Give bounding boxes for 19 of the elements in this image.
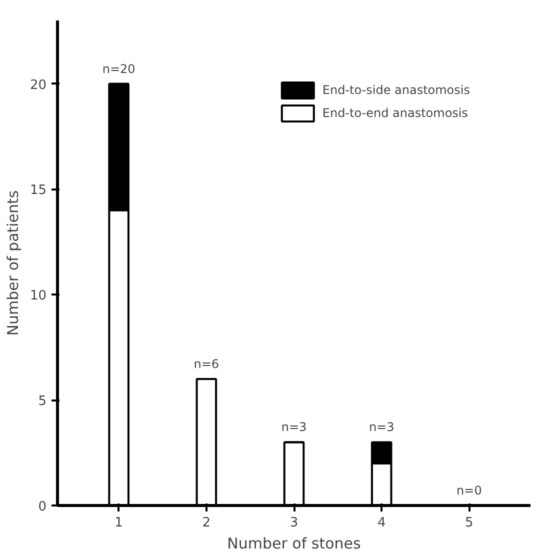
- x-tick-label: 4: [377, 516, 386, 530]
- total-label: n=6: [194, 356, 220, 371]
- y-tick-label: 5: [38, 394, 47, 410]
- legend-label: End-to-end anastomosis: [322, 106, 468, 120]
- legend-label: End-to-side anastomosis: [322, 83, 470, 97]
- x-tick-label: 3: [290, 516, 298, 530]
- x-axis-title: Number of stones: [227, 534, 362, 552]
- x-tick-label: 5: [465, 516, 474, 530]
- x-tick-label: 2: [202, 516, 211, 530]
- total-label: n=3: [281, 420, 307, 434]
- x-tick-label: 1: [114, 516, 123, 530]
- y-tick-label: 15: [30, 183, 47, 198]
- y-axis-title: Number of patients: [4, 190, 22, 336]
- y-tick-label: 10: [30, 288, 47, 304]
- y-tick-label: 20: [30, 78, 47, 93]
- total-label: n=20: [102, 62, 136, 76]
- total-label: n=3: [368, 420, 394, 434]
- total-label: n=0: [456, 484, 482, 498]
- y-tick-label: 0: [38, 500, 47, 514]
